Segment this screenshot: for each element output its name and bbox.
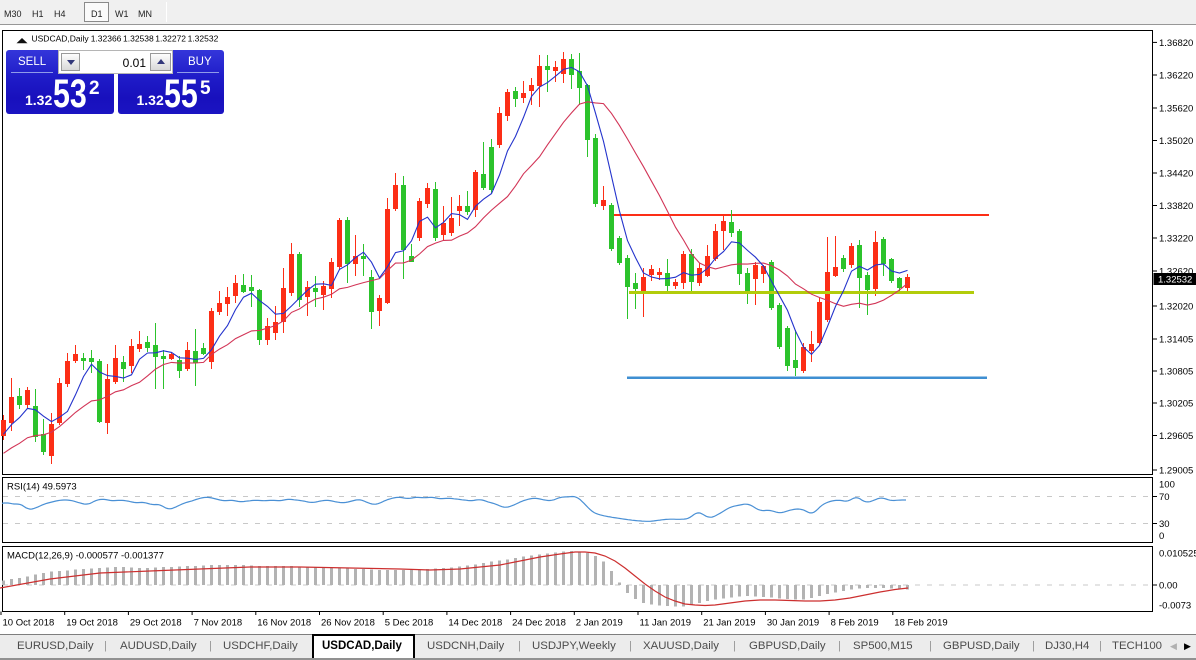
svg-text:70: 70 <box>1159 492 1170 503</box>
svg-text:1.33820: 1.33820 <box>1159 201 1193 212</box>
svg-text:1.32538: 1.32538 <box>123 34 154 44</box>
svg-text:1.32620: 1.32620 <box>1159 267 1193 278</box>
svg-text:10 Oct 2018: 10 Oct 2018 <box>3 618 55 629</box>
svg-text:0.010525: 0.010525 <box>1159 549 1196 560</box>
svg-text:RSI(14) 49.5973: RSI(14) 49.5973 <box>7 482 77 493</box>
svg-text:1.32366: 1.32366 <box>91 34 122 44</box>
svg-text:MACD(12,26,9) -0.000577 -0.001: MACD(12,26,9) -0.000577 -0.001377 <box>7 551 164 562</box>
svg-text:1.33220: 1.33220 <box>1159 234 1193 245</box>
svg-text:1.29605: 1.29605 <box>1159 431 1193 442</box>
svg-text:30 Jan 2019: 30 Jan 2019 <box>767 618 819 629</box>
svg-text:21 Jan 2019: 21 Jan 2019 <box>703 618 755 629</box>
svg-text:1.36820: 1.36820 <box>1159 38 1193 49</box>
svg-text:7 Nov 2018: 7 Nov 2018 <box>194 618 243 629</box>
svg-text:1.34420: 1.34420 <box>1159 169 1193 180</box>
svg-text:1.36220: 1.36220 <box>1159 71 1193 82</box>
svg-text:USDCAD,Daily: USDCAD,Daily <box>32 34 90 44</box>
svg-text:1.32020: 1.32020 <box>1159 302 1193 313</box>
svg-text:1.29005: 1.29005 <box>1159 466 1193 477</box>
svg-text:30: 30 <box>1159 519 1170 530</box>
svg-text:18 Feb 2019: 18 Feb 2019 <box>894 618 947 629</box>
svg-text:1.32532: 1.32532 <box>188 34 219 44</box>
svg-text:1.32272: 1.32272 <box>155 34 186 44</box>
svg-text:1.31405: 1.31405 <box>1159 335 1193 346</box>
svg-text:1.35020: 1.35020 <box>1159 136 1193 147</box>
svg-text:11 Jan 2019: 11 Jan 2019 <box>640 618 692 629</box>
svg-text:1.30205: 1.30205 <box>1159 399 1193 410</box>
svg-text:14 Dec 2018: 14 Dec 2018 <box>448 618 502 629</box>
svg-text:-0.0073: -0.0073 <box>1159 601 1191 612</box>
svg-text:1.32532: 1.32532 <box>1158 275 1192 286</box>
svg-text:24 Dec 2018: 24 Dec 2018 <box>512 618 566 629</box>
svg-text:1.30805: 1.30805 <box>1159 367 1193 378</box>
svg-text:2 Jan 2019: 2 Jan 2019 <box>576 618 623 629</box>
svg-text:1.35620: 1.35620 <box>1159 104 1193 115</box>
svg-text:100: 100 <box>1159 480 1175 491</box>
svg-text:0: 0 <box>1159 531 1164 542</box>
svg-text:8 Feb 2019: 8 Feb 2019 <box>831 618 879 629</box>
svg-text:5 Dec 2018: 5 Dec 2018 <box>385 618 434 629</box>
svg-text:29 Oct 2018: 29 Oct 2018 <box>130 618 182 629</box>
svg-text:16 Nov 2018: 16 Nov 2018 <box>257 618 311 629</box>
svg-text:0.00: 0.00 <box>1159 581 1178 592</box>
svg-text:19 Oct 2018: 19 Oct 2018 <box>66 618 118 629</box>
svg-text:26 Nov 2018: 26 Nov 2018 <box>321 618 375 629</box>
